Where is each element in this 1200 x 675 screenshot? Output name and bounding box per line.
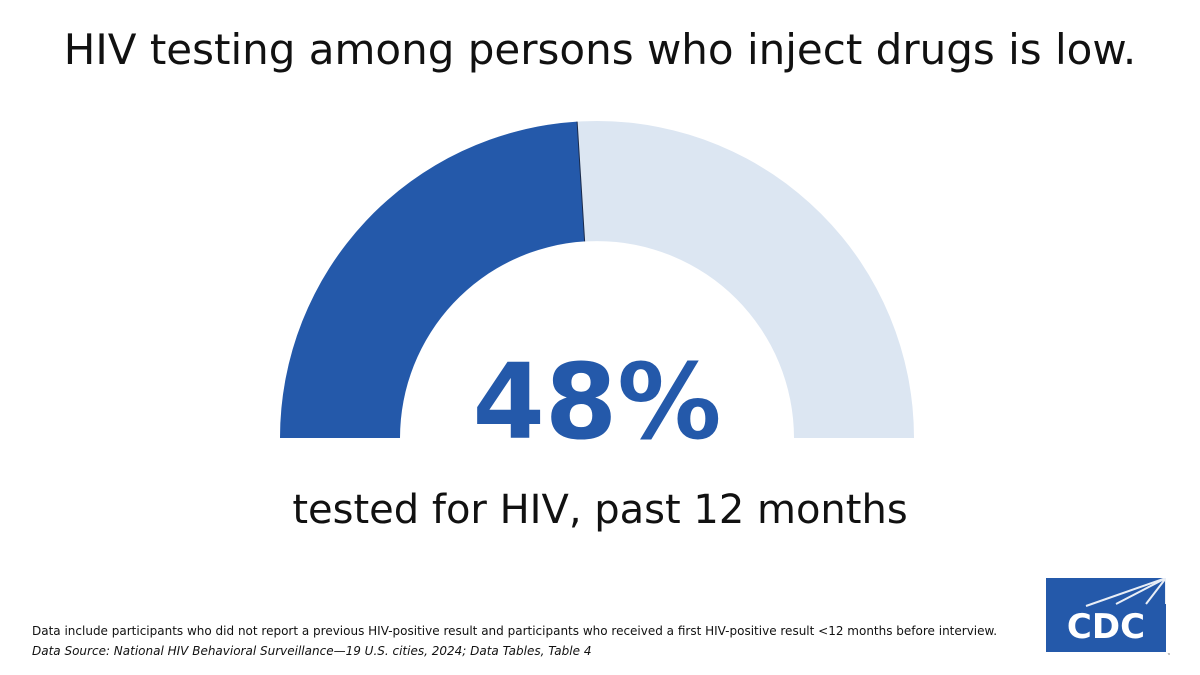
data-source: Data Source: National HIV Behavioral Sur…: [32, 644, 592, 658]
cdc-logo-icon: CDC ™: [1046, 578, 1170, 658]
cdc-logo-text: CDC: [1067, 607, 1145, 647]
gauge-divider: [576, 121, 586, 242]
page-title: HIV testing among persons who inject dru…: [63, 25, 1137, 74]
gauge-caption: tested for HIV, past 12 months: [292, 487, 908, 533]
footnote: Data include participants who did not re…: [32, 624, 998, 638]
gauge-fill: [280, 121, 585, 439]
gauge-value-label: 48%: [473, 341, 722, 463]
svg-text:™: ™: [1167, 653, 1170, 658]
